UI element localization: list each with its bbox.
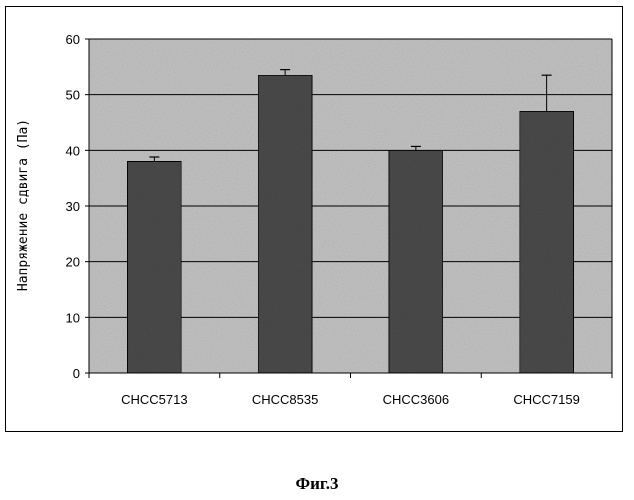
y-tick-label: 40 <box>66 143 80 158</box>
bar <box>520 111 574 373</box>
y-tick-label: 20 <box>66 255 80 270</box>
x-tick-label: CHCC8535 <box>252 392 318 407</box>
y-tick-labels: 0 10 20 30 40 50 60 <box>66 32 80 381</box>
bar-chart: 0102030405060 CHCC5713CHCC8535CHCC3606CH… <box>0 0 634 440</box>
x-tick-label: CHCC7159 <box>513 392 579 407</box>
y-tick-label: 0 <box>73 366 80 381</box>
bar <box>127 161 181 373</box>
y-tick-label: 30 <box>66 199 80 214</box>
y-tick-label: 10 <box>66 310 80 325</box>
figure-caption: Фиг.3 <box>0 474 634 494</box>
bar <box>389 150 443 373</box>
bar <box>258 75 312 373</box>
x-tick-label: CHCC5713 <box>121 392 187 407</box>
x-tick-labels: CHCC5713 CHCC8535 CHCC3606 CHCC7159 <box>121 392 580 407</box>
y-tick-label: 50 <box>66 88 80 103</box>
y-axis-label: Напряжение сдвига (Па) <box>16 119 31 291</box>
y-tick-label: 60 <box>66 32 80 47</box>
x-tick-label: CHCC3606 <box>383 392 449 407</box>
